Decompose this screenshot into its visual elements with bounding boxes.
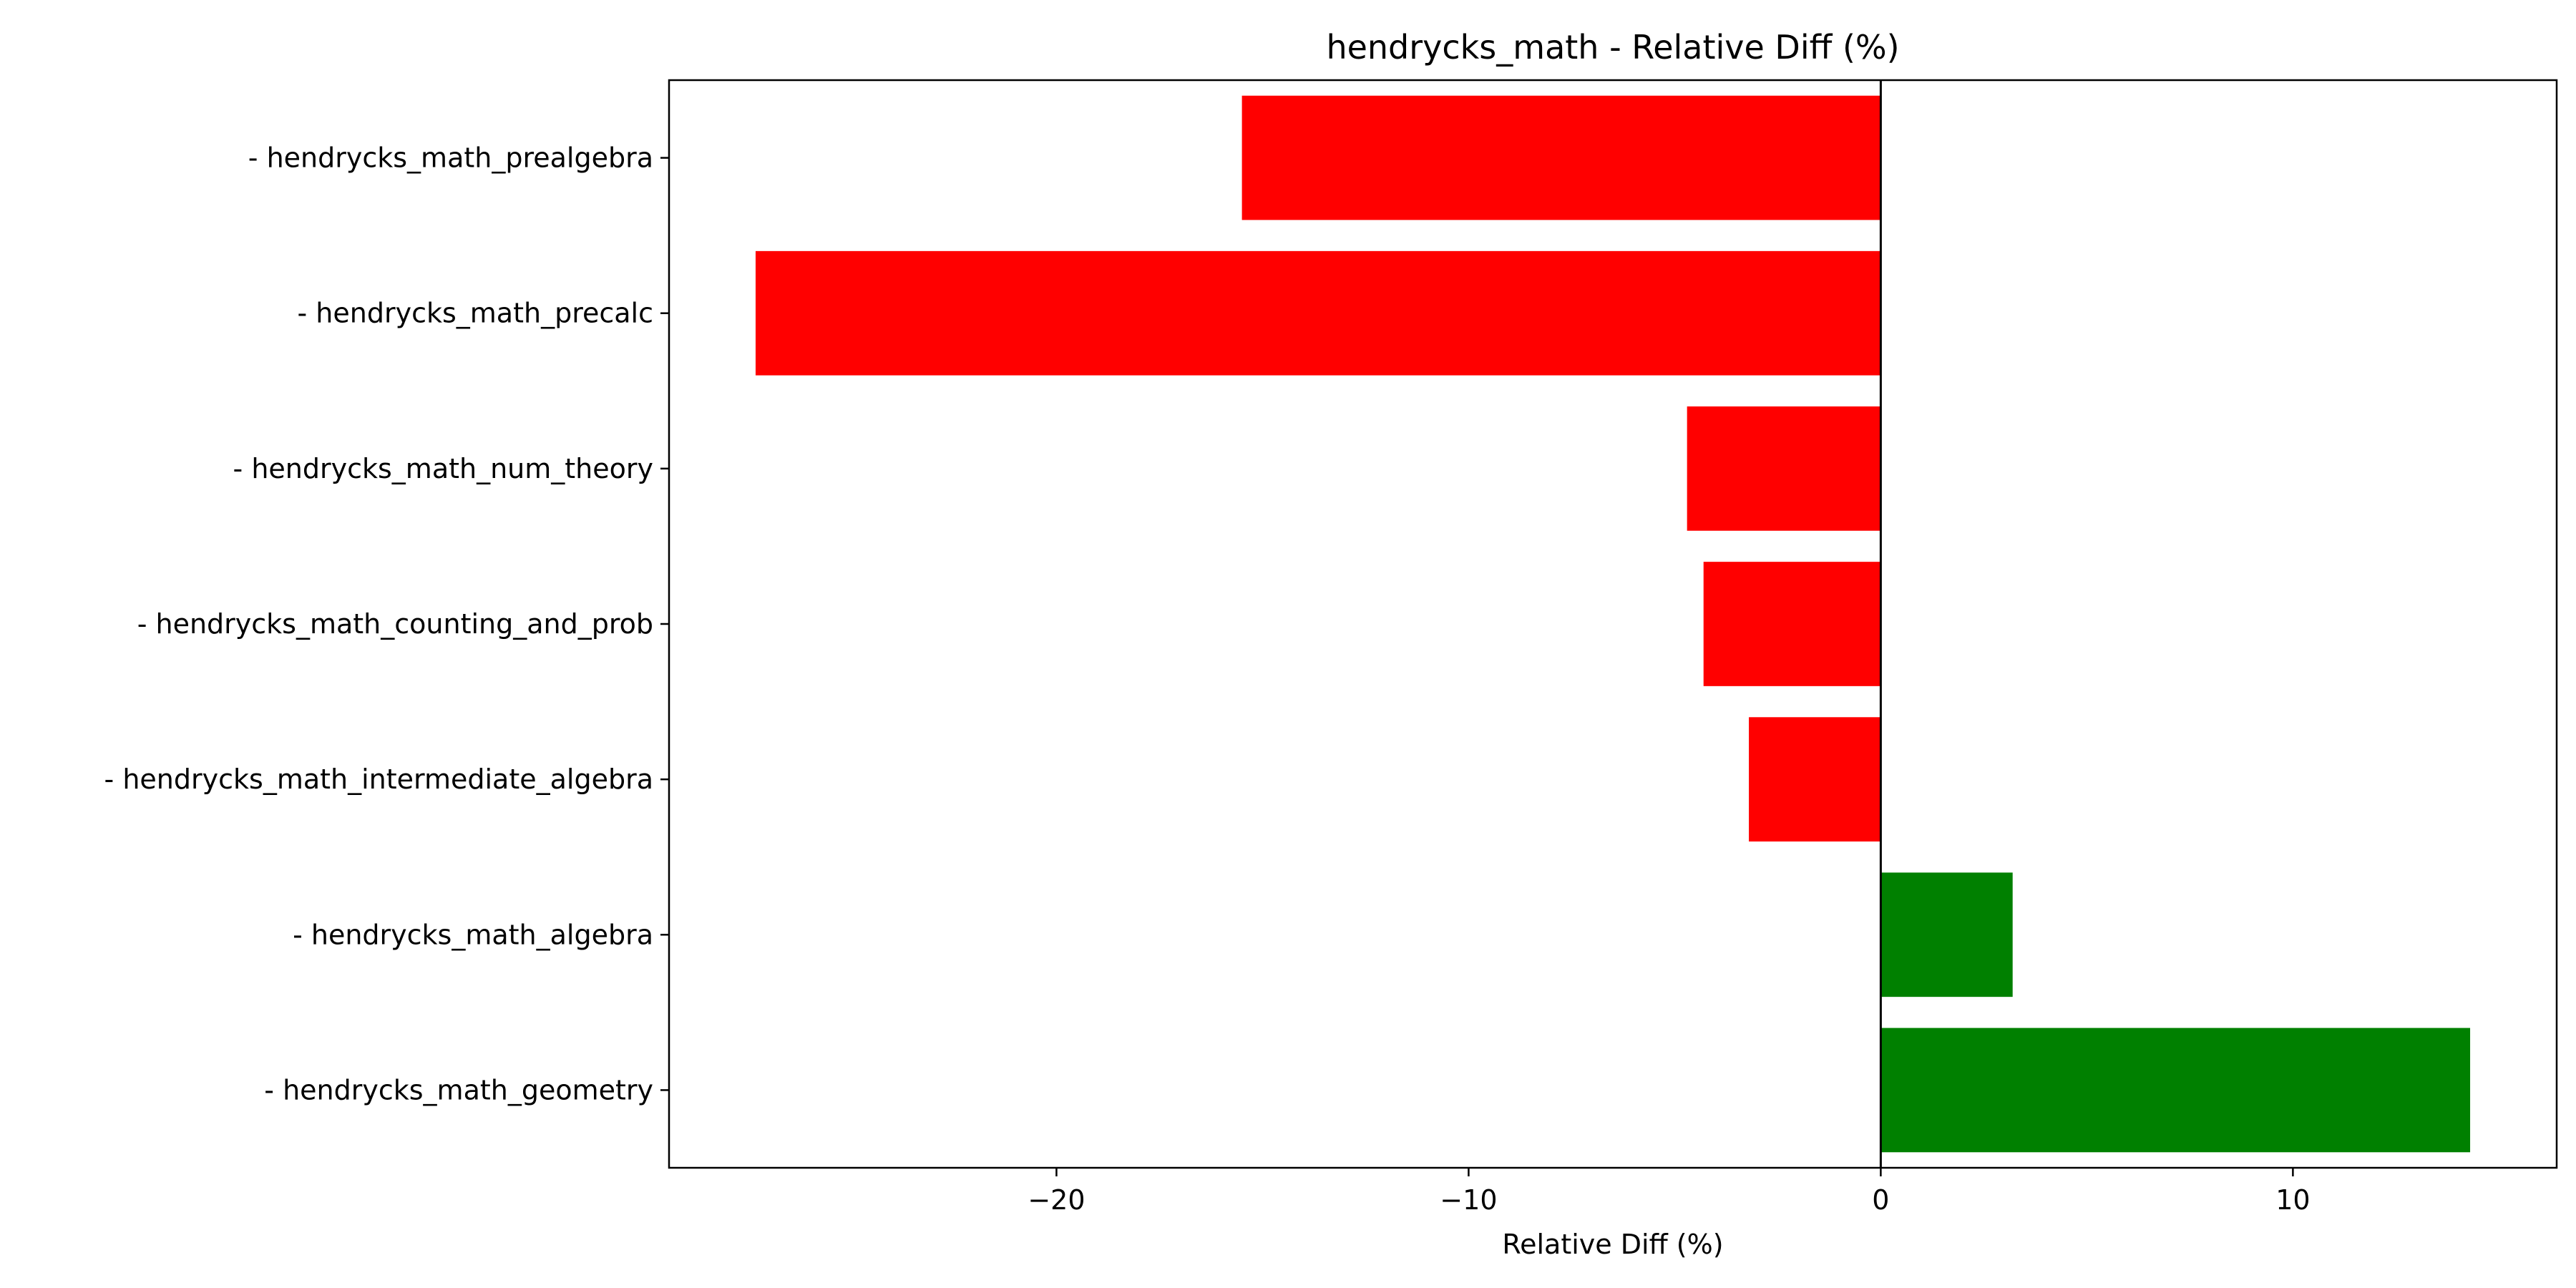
- y-tick-label: - hendrycks_math_num_theory: [233, 453, 653, 484]
- plot-frame: [668, 79, 2558, 1169]
- y-tick-label: - hendrycks_math_intermediate_algebra: [104, 763, 653, 795]
- x-tick-label: −10: [1440, 1184, 1497, 1216]
- bars: [755, 95, 2471, 1153]
- y-tick-label: - hendrycks_math_algebra: [293, 919, 653, 950]
- bar: [755, 250, 1881, 376]
- x-axis-label: Relative Diff (%): [1502, 1229, 1723, 1260]
- bar: [1241, 95, 1881, 220]
- y-tick-label: - hendrycks_math_geometry: [264, 1074, 653, 1106]
- x-axis: −20 −10 0 10: [1028, 1168, 2311, 1216]
- bar: [1880, 872, 2013, 997]
- x-tick-label: 0: [1872, 1184, 1889, 1216]
- y-axis: - hendrycks_math_prealgebra - hendrycks_m…: [104, 142, 669, 1106]
- bar: [1749, 717, 1881, 841]
- y-tick-label: - hendrycks_math_counting_and_prob: [137, 608, 653, 640]
- chart-title: hendrycks_math - Relative Diff (%): [1326, 28, 1899, 67]
- x-tick-label: 10: [2275, 1184, 2310, 1216]
- x-tick-label: −20: [1028, 1184, 1085, 1216]
- bar: [1703, 562, 1881, 686]
- bar: [1687, 406, 1881, 531]
- y-tick-label: - hendrycks_math_precalc: [298, 298, 653, 329]
- bar: [1880, 1028, 2471, 1153]
- y-tick-label: - hendrycks_math_prealgebra: [248, 142, 653, 174]
